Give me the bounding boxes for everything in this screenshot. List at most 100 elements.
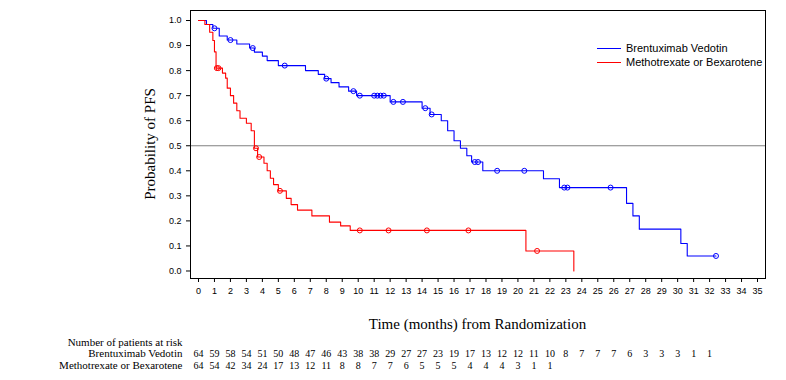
svg-text:3: 3 [675,348,680,359]
svg-text:11: 11 [321,360,331,371]
svg-text:0.6: 0.6 [169,116,182,126]
svg-text:11: 11 [370,286,379,296]
svg-text:17: 17 [273,360,283,371]
svg-text:42: 42 [225,360,235,371]
svg-text:38: 38 [353,348,363,359]
svg-text:17: 17 [465,348,475,359]
svg-text:3: 3 [643,348,648,359]
svg-text:0.3: 0.3 [169,191,182,201]
svg-text:2: 2 [228,286,233,296]
svg-text:35: 35 [753,286,763,296]
svg-text:4: 4 [483,360,488,371]
svg-text:7: 7 [388,360,393,371]
svg-text:6: 6 [404,360,409,371]
svg-text:4: 4 [468,360,473,371]
svg-text:12: 12 [305,360,315,371]
svg-text:8: 8 [324,286,329,296]
svg-text:31: 31 [689,286,699,296]
svg-text:47: 47 [305,348,315,359]
svg-text:1.0: 1.0 [169,15,182,25]
svg-text:13: 13 [401,286,411,296]
svg-text:0.2: 0.2 [169,216,182,226]
svg-text:7: 7 [579,348,584,359]
svg-text:64: 64 [193,348,203,359]
svg-text:38: 38 [369,348,379,359]
svg-text:3: 3 [659,348,664,359]
svg-text:0.4: 0.4 [169,166,182,176]
svg-text:54: 54 [209,360,219,371]
svg-text:8: 8 [563,348,568,359]
svg-text:3: 3 [515,360,520,371]
svg-text:27: 27 [401,348,411,359]
svg-text:59: 59 [209,348,219,359]
svg-text:29: 29 [657,286,667,296]
svg-text:54: 54 [241,348,251,359]
svg-text:64: 64 [193,360,203,371]
svg-text:33: 33 [721,286,731,296]
svg-text:0: 0 [196,286,201,296]
svg-text:8: 8 [356,360,361,371]
svg-text:34: 34 [241,360,251,371]
svg-text:1: 1 [707,348,712,359]
svg-text:5: 5 [436,360,441,371]
svg-text:7: 7 [372,360,377,371]
svg-text:12: 12 [497,348,507,359]
svg-text:5: 5 [452,360,457,371]
svg-text:13: 13 [289,360,299,371]
svg-text:0.7: 0.7 [169,91,182,101]
svg-text:24: 24 [577,286,587,296]
svg-text:27: 27 [625,286,635,296]
svg-text:20: 20 [513,286,523,296]
svg-text:21: 21 [529,286,539,296]
svg-text:50: 50 [273,348,283,359]
svg-text:7: 7 [611,348,616,359]
svg-text:23: 23 [561,286,571,296]
svg-text:23: 23 [433,348,443,359]
svg-text:17: 17 [465,286,475,296]
svg-text:22: 22 [545,286,555,296]
svg-text:29: 29 [385,348,395,359]
svg-text:14: 14 [417,286,427,296]
svg-text:0.5: 0.5 [169,141,182,151]
svg-text:18: 18 [481,286,491,296]
svg-text:Brentuximab Vedotin: Brentuximab Vedotin [88,347,183,359]
svg-text:4: 4 [499,360,504,371]
svg-text:48: 48 [289,348,299,359]
svg-text:5: 5 [276,286,281,296]
svg-text:1: 1 [547,360,552,371]
svg-text:32: 32 [705,286,715,296]
svg-text:58: 58 [225,348,235,359]
svg-text:12: 12 [385,286,395,296]
svg-text:19: 19 [449,348,459,359]
svg-text:1: 1 [212,286,217,296]
svg-text:7: 7 [595,348,600,359]
svg-text:27: 27 [417,348,427,359]
svg-text:0.9: 0.9 [169,40,182,50]
svg-text:1: 1 [531,360,536,371]
svg-text:3: 3 [244,286,249,296]
svg-text:Methotrexate or Bexarotene: Methotrexate or Bexarotene [59,359,183,371]
svg-text:6: 6 [292,286,297,296]
svg-text:12: 12 [513,348,523,359]
svg-text:8: 8 [340,360,345,371]
svg-text:19: 19 [497,286,507,296]
svg-text:34: 34 [737,286,747,296]
svg-text:0.1: 0.1 [169,241,182,251]
svg-text:46: 46 [321,348,331,359]
svg-text:13: 13 [481,348,491,359]
svg-text:5: 5 [420,360,425,371]
svg-text:10: 10 [353,286,363,296]
svg-text:26: 26 [609,286,619,296]
svg-text:10: 10 [545,348,555,359]
svg-text:0.8: 0.8 [169,65,182,75]
svg-text:28: 28 [641,286,651,296]
svg-text:7: 7 [308,286,313,296]
svg-text:6: 6 [627,348,632,359]
svg-text:51: 51 [257,348,267,359]
svg-text:30: 30 [673,286,683,296]
svg-text:0.0: 0.0 [169,266,182,276]
svg-text:1: 1 [691,348,696,359]
svg-text:25: 25 [593,286,603,296]
svg-text:15: 15 [433,286,443,296]
svg-text:24: 24 [257,360,267,371]
